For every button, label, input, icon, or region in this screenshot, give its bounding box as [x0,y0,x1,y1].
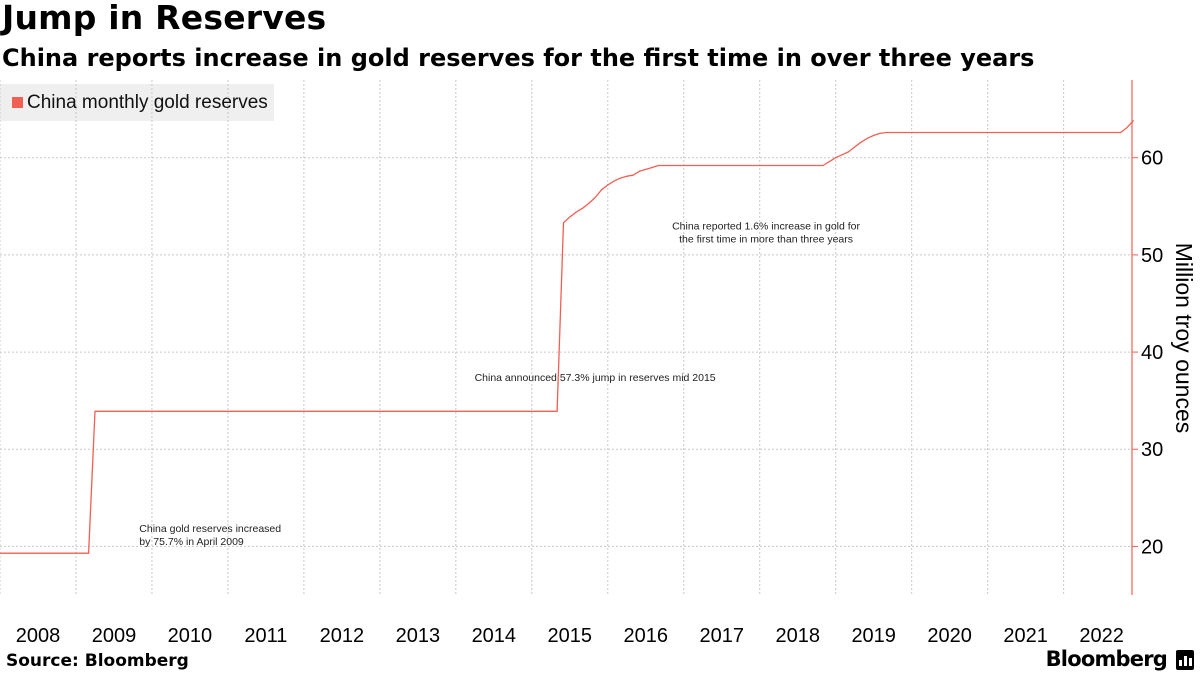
legend-swatch [12,97,23,108]
data-point [1132,120,1134,122]
x-tick-label: 2018 [775,625,820,647]
bloomberg-logo: Bloomberg [1045,647,1168,671]
data-point [94,410,96,412]
y-tick-label: 60 [1141,148,1163,170]
data-point [828,161,831,163]
data-point [638,170,641,172]
data-point [866,137,869,139]
data-point [879,132,881,134]
data-point [1126,127,1128,129]
data-point [569,216,571,218]
data-point [600,189,603,191]
data-point [632,174,634,176]
x-tick-label: 2011 [244,625,287,647]
x-tick-label: 2009 [92,625,137,647]
x-tick-label: 2017 [699,625,744,647]
data-point [575,211,577,213]
data-point [885,131,888,134]
data-point [847,151,850,153]
data-point [860,141,862,143]
annotation-text-line2: the first time in more than three years [679,234,853,246]
x-tick-label: 2019 [851,625,896,647]
data-point [562,222,565,224]
x-tick-label: 2012 [320,625,365,647]
data-point [581,207,584,209]
x-tick-label: 2022 [1079,625,1124,647]
annotation-text-line2: by 75.7% in April 2009 [139,536,244,548]
data-point [822,164,824,167]
data-point [0,552,1,554]
x-tick-label: 2015 [548,625,593,647]
data-point [854,146,856,148]
x-tick-label: 2013 [396,625,441,647]
data-point [613,180,615,182]
y-axis-title: Million troy ounces [1171,243,1197,433]
data-point [651,166,653,169]
data-point [645,168,647,170]
series-layer [0,120,1134,554]
data-point [588,202,590,204]
series-line-china-gold-reserves [0,120,1134,554]
data-point [88,552,90,554]
x-tick-label: 2014 [472,625,517,647]
data-point [607,184,609,186]
y-tick-label: 40 [1141,342,1163,364]
bar-chart-icon [1176,650,1194,670]
legend-label: China monthly gold reserves [27,92,268,113]
chart-subtitle: China reports increase in gold reserves … [2,44,1035,72]
y-tick-label: 50 [1141,245,1163,267]
data-point [594,197,596,199]
data-point [873,134,875,136]
data-point [1120,131,1122,134]
annotation-text: China announced 57.3% jump in reserves m… [475,372,716,384]
x-tick-label: 2020 [927,625,972,647]
source-note: Source: Bloomberg [6,651,189,671]
data-point [619,177,622,179]
data-point [556,410,558,412]
annotation-text: China reported 1.6% increase in gold for [672,221,860,233]
x-tick-label: 2021 [1003,625,1048,647]
x-tick-label: 2016 [624,625,669,647]
y-tick-label: 30 [1141,439,1163,461]
annotation-text: China gold reserves increased [139,523,281,535]
grid [0,80,1132,595]
axes: 2008 2009 2010 2011 2012 2013 2014 2015 2016 2017… [16,80,1197,647]
x-tick-label: 2008 [16,625,61,647]
y-tick-label: 20 [1141,536,1163,558]
data-point [664,164,666,167]
data-point [835,157,837,159]
legend: China monthly gold reserves [0,84,274,121]
data-point [657,164,660,167]
data-point [626,175,628,177]
x-tick-label: 2010 [168,625,213,647]
data-point [841,154,843,156]
chart-title: Jump in Reserves [2,0,327,37]
